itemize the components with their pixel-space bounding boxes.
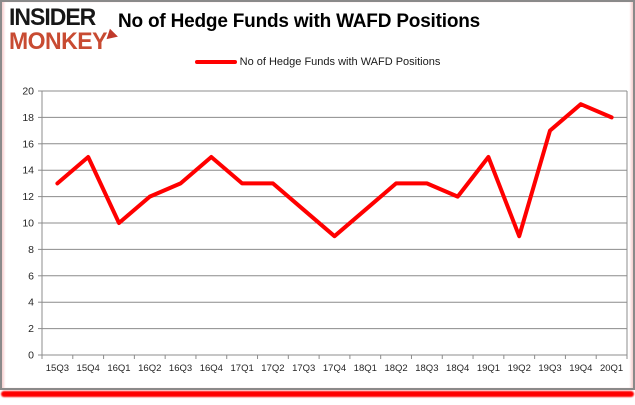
y-tick-label: 8 [28, 244, 34, 256]
x-tick-label: 15Q4 [77, 363, 100, 374]
y-tick-label: 0 [28, 350, 34, 362]
y-tick-label: 20 [22, 86, 34, 98]
y-tick-label: 6 [28, 270, 34, 282]
y-tick-label: 2 [28, 323, 34, 335]
y-tick-label: 16 [22, 138, 34, 150]
logo-monkey: MONKEY [9, 26, 107, 55]
x-tick-label: 19Q4 [569, 363, 592, 374]
x-tick-label: 16Q1 [107, 363, 130, 374]
x-tick-label: 20Q1 [600, 363, 623, 374]
x-tick-label: 19Q3 [538, 363, 561, 374]
y-tick-label: 4 [28, 297, 34, 309]
x-tick-label: 17Q4 [323, 363, 346, 374]
x-tick-label: 18Q2 [384, 363, 407, 374]
legend-line-swatch [194, 60, 237, 64]
x-tick-label: 16Q3 [169, 363, 192, 374]
data-line [55, 102, 614, 239]
legend: No of Hedge Funds with WAFD Positions [0, 54, 635, 70]
chart-title: No of Hedge Funds with WAFD Positions [118, 11, 481, 32]
x-tick-label: 16Q4 [200, 363, 223, 374]
x-tick-label: 18Q4 [446, 363, 469, 374]
y-tick-label: 14 [22, 165, 34, 177]
legend-label: No of Hedge Funds with WAFD Positions [239, 56, 441, 68]
x-tick-label: 16Q2 [138, 363, 161, 374]
x-tick-label: 18Q1 [354, 363, 377, 374]
x-tick-label: 19Q2 [508, 363, 531, 374]
x-tick-label: 18Q3 [415, 363, 438, 374]
logo-insider: INSIDER [9, 2, 96, 31]
insider-monkey-logo: INSIDER MONKEY [9, 2, 107, 55]
x-tick-label: 17Q3 [292, 363, 315, 374]
x-tick-label: 15Q3 [46, 363, 69, 374]
x-tick-label: 17Q2 [261, 363, 284, 374]
y-tick-label: 18 [22, 112, 34, 124]
x-tick-label: 19Q1 [477, 363, 500, 374]
bottom-accent-bar [1, 391, 634, 397]
y-tick-label: 12 [22, 191, 34, 203]
x-tick-label: 17Q1 [231, 363, 254, 374]
y-tick-label: 10 [22, 218, 34, 230]
